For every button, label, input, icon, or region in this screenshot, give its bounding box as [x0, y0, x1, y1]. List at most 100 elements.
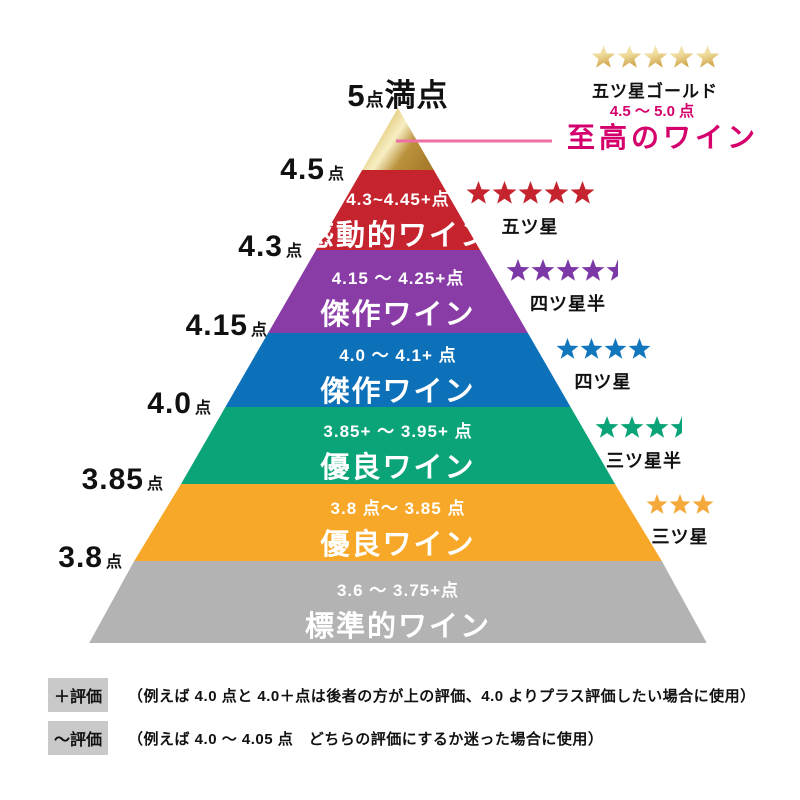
rating-label: 三ツ星	[651, 527, 709, 547]
pyramid-level-purple	[268, 250, 528, 333]
pyramid-level-blue	[225, 333, 571, 407]
star-icon	[570, 181, 594, 204]
band-text-green: 3.85+ ～ 3.95+ 点 優良ワイン	[320, 417, 475, 486]
axis-unit: 点	[285, 243, 303, 260]
star-icon	[628, 338, 650, 359]
star-icon	[620, 416, 643, 438]
title-score: 5	[347, 78, 366, 113]
band-range: 3.85+ ～ 3.95+ 点	[323, 422, 473, 441]
rating-four-star-half: 四ツ星半	[458, 259, 678, 316]
star-icon	[580, 338, 602, 359]
star-icon	[556, 259, 580, 281]
axis-unit: 点	[250, 322, 268, 339]
axis-label-3-85: 3.85 点	[82, 463, 164, 497]
star-icon	[695, 45, 719, 68]
pyramid-apex-gold-segment	[362, 108, 434, 170]
band-text-purple: 4.15 ～ 4.25+点 傑作ワイン	[320, 264, 475, 333]
star-icon	[617, 45, 641, 68]
pyramid-level-gray	[89, 561, 707, 643]
band-name: 傑作ワイン	[320, 299, 476, 331]
star-icon	[544, 181, 568, 204]
star-icon	[506, 259, 530, 281]
star-icon	[595, 416, 618, 438]
band-text-blue: 4.0 ～ 4.1+ 点 傑作ワイン	[320, 341, 475, 410]
axis-label-4-0: 4.0 点	[147, 387, 212, 421]
rating-label: 五ツ星	[501, 217, 559, 237]
page-title: 5点満点	[347, 70, 448, 115]
star-row	[458, 259, 678, 283]
half-star-icon	[670, 416, 682, 438]
half-star-icon	[606, 259, 618, 281]
axis-value: 3.85	[81, 463, 144, 496]
rating-label: 五ツ星ゴールド	[592, 82, 718, 101]
axis-label-3-8: 3.8 点	[58, 541, 123, 575]
band-name: 感動的ワイン	[304, 220, 492, 252]
star-row	[493, 338, 713, 361]
rating-three-star: 三ツ星	[570, 494, 790, 549]
star-icon	[646, 494, 668, 514]
note-tilde-rating: ～評価 （例えば 4.0 ～ 4.05 点 どちらの評価にするか迷った場合に使用…	[48, 721, 603, 755]
band-range: 3.6 ～ 3.75+点	[336, 581, 460, 600]
band-range: 4.0 ～ 4.1+ 点	[339, 346, 457, 365]
star-row	[545, 45, 765, 70]
note-text: （例えば 4.0 点と 4.0＋点は後者の方が上の評価、4.0 よりプラス評価し…	[128, 687, 756, 705]
title-suffix: 満点	[384, 78, 449, 113]
rating-label: 四ツ星半	[530, 294, 606, 314]
apex-score-range: 4.5 ～ 5.0 点	[609, 103, 695, 120]
axis-unit: 点	[105, 554, 123, 571]
band-range: 4.3~4.45+点	[346, 190, 450, 209]
axis-value: 3.8	[58, 541, 103, 574]
star-icon	[692, 494, 714, 514]
axis-value: 4.0	[147, 387, 192, 420]
star-icon	[669, 494, 691, 514]
title-unit: 点	[365, 90, 385, 110]
axis-value: 4.5	[280, 153, 325, 186]
band-name: 標準的ワイン	[304, 611, 492, 643]
apex-wine-label: 至高のワイン	[566, 122, 760, 153]
star-row	[534, 416, 754, 440]
axis-unit: 点	[327, 166, 345, 183]
star-icon	[581, 259, 605, 281]
rating-five-star: 五ツ星	[420, 181, 640, 239]
axis-value: 4.15	[185, 309, 248, 342]
pyramid-level-green	[181, 407, 615, 484]
rating-three-star-half: 三ツ星半	[534, 416, 754, 473]
star-icon	[591, 45, 615, 68]
note-tag: ～評価	[48, 721, 109, 755]
note-tag: ＋評価	[48, 678, 109, 712]
rating-label: 四ツ星	[574, 372, 632, 392]
band-text-red: 4.3~4.45+点 感動的ワイン	[305, 185, 491, 254]
rating-five-star-gold: 五ツ星ゴールド	[545, 45, 765, 102]
axis-label-4-3: 4.3 点	[238, 230, 303, 264]
band-name: 優良ワイン	[320, 452, 476, 484]
rating-label: 三ツ星半	[606, 451, 682, 471]
star-icon	[531, 259, 555, 281]
axis-unit: 点	[146, 476, 164, 493]
band-text-gray: 3.6 ～ 3.75+点 標準的ワイン	[305, 576, 491, 645]
note-text: （例えば 4.0 ～ 4.05 点 どちらの評価にするか迷った場合に使用）	[128, 730, 604, 748]
star-icon	[643, 45, 667, 68]
star-icon	[556, 338, 578, 359]
star-icon	[669, 45, 693, 68]
axis-value: 4.3	[238, 230, 283, 263]
star-icon	[645, 416, 668, 438]
band-name: 優良ワイン	[320, 529, 476, 561]
axis-label-4-5: 4.5 点	[280, 153, 345, 187]
star-icon	[604, 338, 626, 359]
band-range: 4.15 ～ 4.25+点	[331, 269, 465, 288]
rating-four-star: 四ツ星	[493, 338, 713, 394]
axis-unit: 点	[194, 400, 212, 417]
star-icon	[518, 181, 542, 204]
pyramid-level-red	[316, 170, 480, 250]
pyramid-level-orange	[134, 484, 662, 561]
note-plus-rating: ＋評価 （例えば 4.0 点と 4.0＋点は後者の方が上の評価、4.0 よりプラ…	[48, 678, 756, 712]
band-text-orange: 3.8 点～ 3.85 点 優良ワイン	[320, 494, 475, 563]
band-range: 3.8 点～ 3.85 点	[330, 499, 466, 518]
star-icon	[466, 181, 490, 204]
star-icon	[492, 181, 516, 204]
band-name: 傑作ワイン	[320, 376, 476, 408]
axis-label-4-15: 4.15 点	[186, 309, 268, 343]
star-row	[570, 494, 790, 516]
